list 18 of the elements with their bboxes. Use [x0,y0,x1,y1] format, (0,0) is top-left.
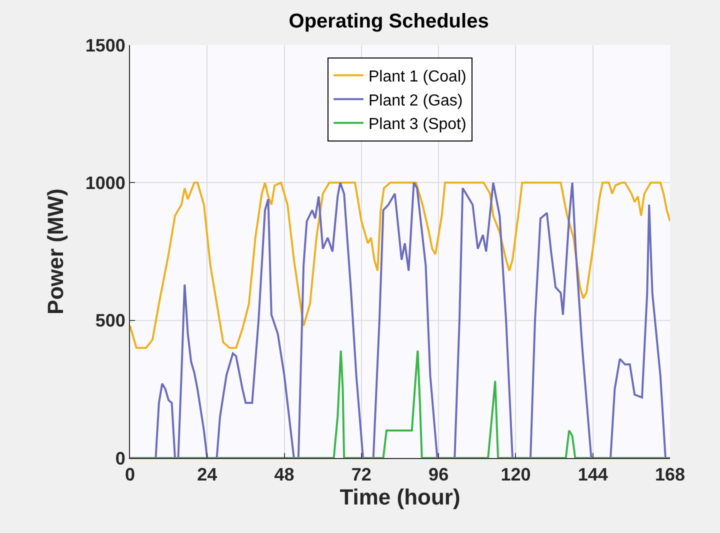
x-tick-label: 72 [351,464,372,485]
x-tick-label: 120 [500,464,531,485]
x-tick-label: 48 [274,464,294,485]
y-tick-label: 0 [115,448,126,468]
y-tick-label: 1500 [85,35,126,56]
x-tick-label: 24 [197,464,218,485]
legend-label: Plant 3 (Spot) [368,116,466,134]
y-tick-label: 1000 [85,172,126,193]
y-tick-label: 500 [95,310,126,331]
line-series [130,182,670,349]
y-axis-title: Power (MW) [43,188,68,314]
legend-label: Plant 2 (Gas) [368,92,463,110]
chart-title: Operating Schedules [288,10,489,32]
x-tick-label: 144 [578,464,608,485]
x-axis-title: Time (hour) [340,484,460,510]
x-tick-label: 168 [654,464,686,485]
x-tick-label: 96 [428,464,449,485]
legend-label: Plant 1 (Coal) [368,68,466,86]
